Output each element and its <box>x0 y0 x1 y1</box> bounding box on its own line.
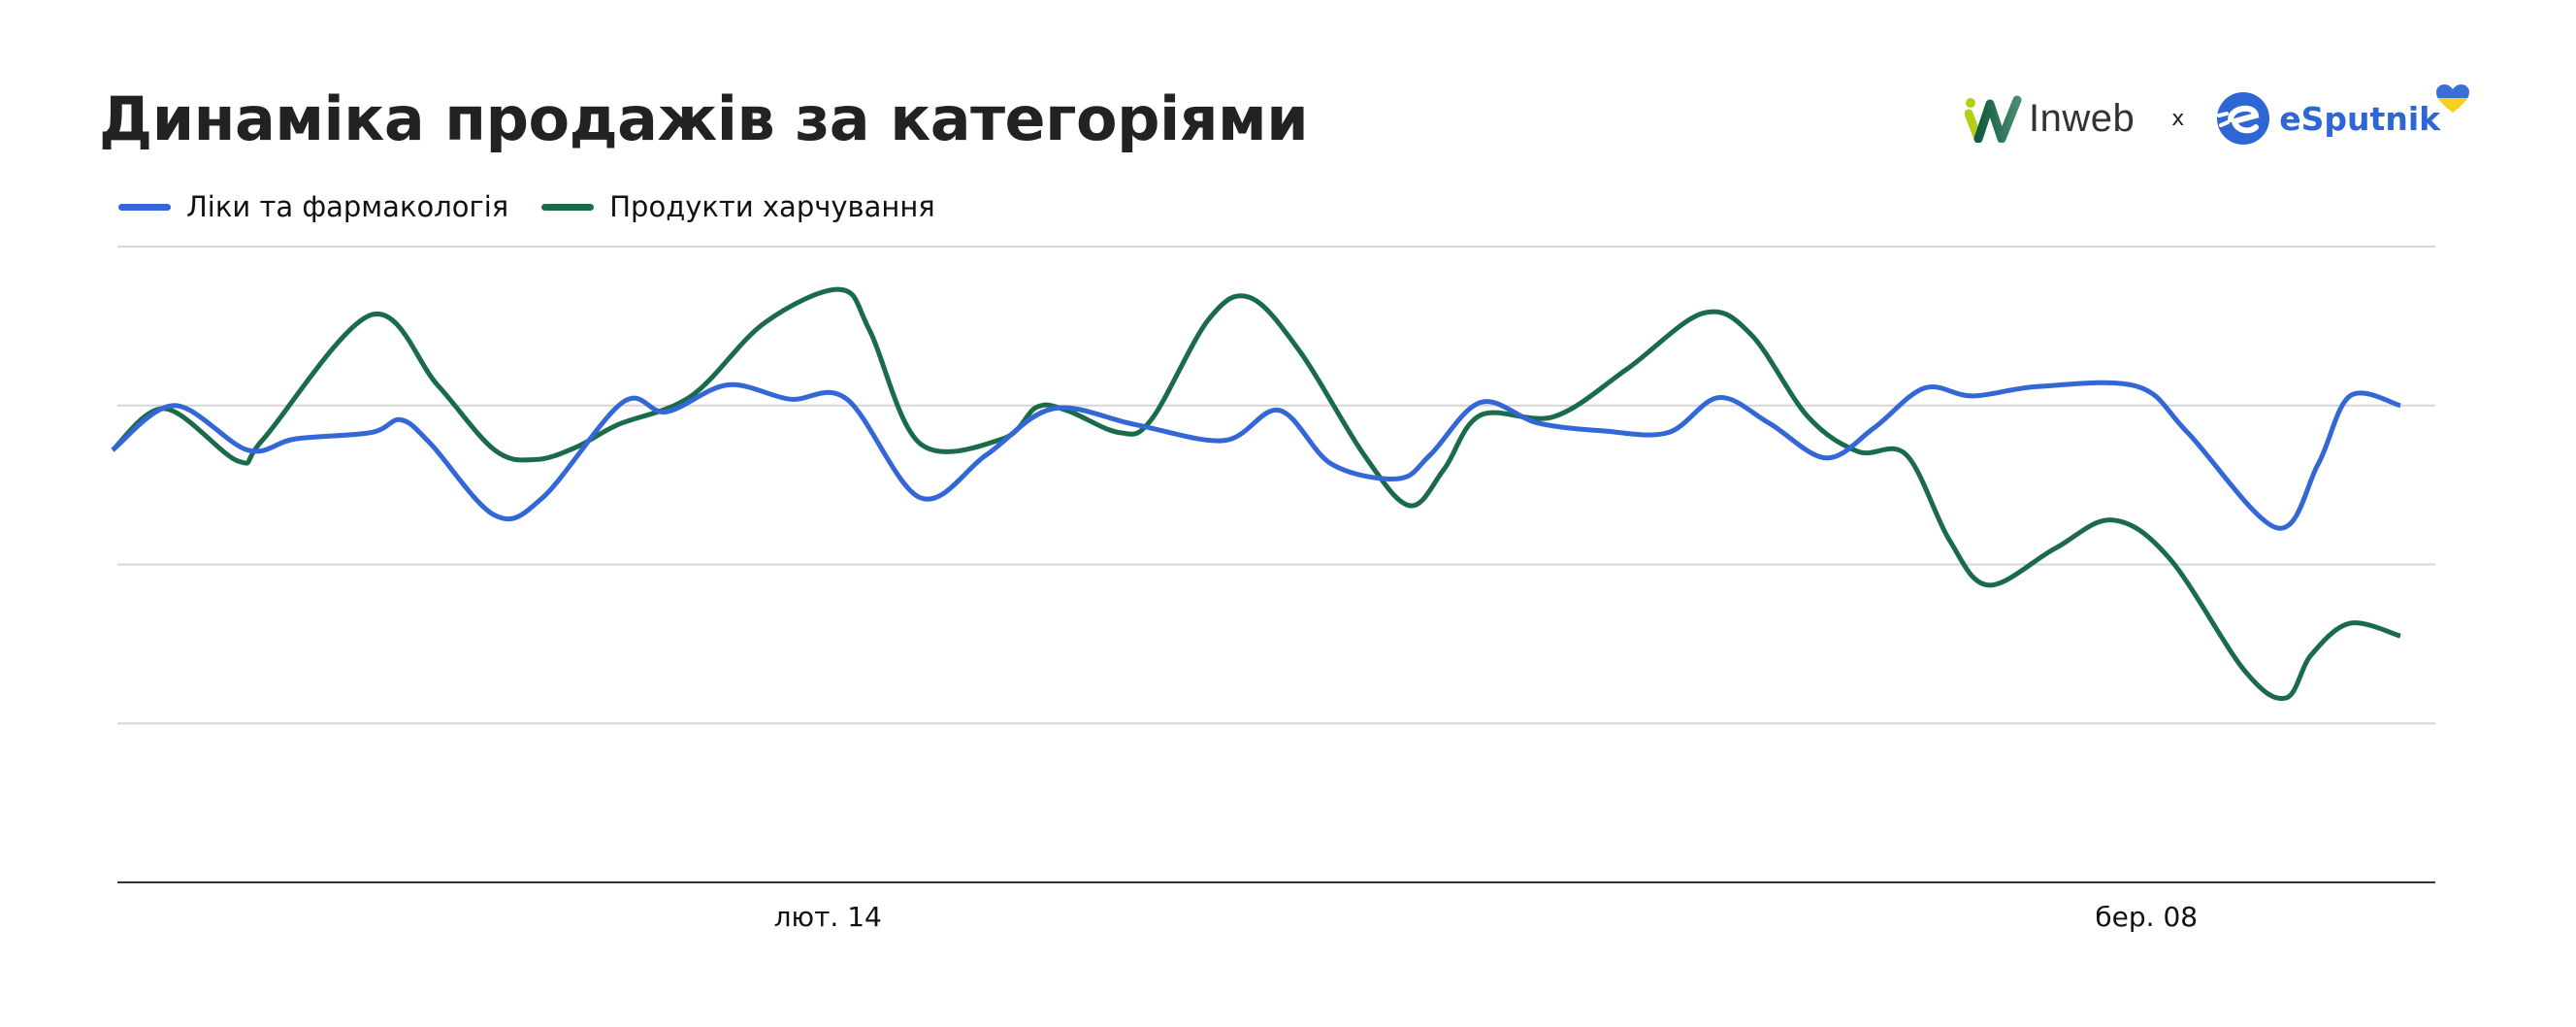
inweb-mark-icon <box>1965 95 2022 143</box>
legend-label-medicine: Ліки та фармакологія <box>186 190 509 223</box>
inweb-wordmark: Inweb <box>2029 96 2136 140</box>
series-line-medicine <box>111 380 2401 531</box>
chart-title: Динаміка продажів за категоріями <box>99 83 1309 154</box>
legend-label-food: Продукти харчування <box>609 190 935 223</box>
esputnik-logo: eSputnik <box>2215 84 2470 147</box>
series-line-food <box>111 286 2401 702</box>
x-tick-label: лют. 14 <box>773 901 882 933</box>
esputnik-mark-icon <box>2217 92 2270 145</box>
esputnik-wordmark: eSputnik <box>2279 99 2441 138</box>
inweb-logo: Inweb <box>1965 94 2135 143</box>
legend-swatch-medicine <box>118 203 171 211</box>
x-tick-label: бер. 08 <box>2095 901 2199 933</box>
legend-item-medicine[interactable]: Ліки та фармакологія <box>118 190 508 223</box>
partner-logos: Inweb x eSputnik <box>1965 84 2470 148</box>
chart-series <box>111 286 2401 702</box>
chart-gridlines <box>117 246 2435 725</box>
logo-separator: x <box>2171 106 2185 131</box>
legend-item-food[interactable]: Продукти харчування <box>541 190 935 223</box>
chart-legend: Ліки та фармакологія Продукти харчування <box>118 190 968 223</box>
ukraine-heart-icon <box>2436 84 2470 113</box>
legend-swatch-food <box>541 203 595 211</box>
